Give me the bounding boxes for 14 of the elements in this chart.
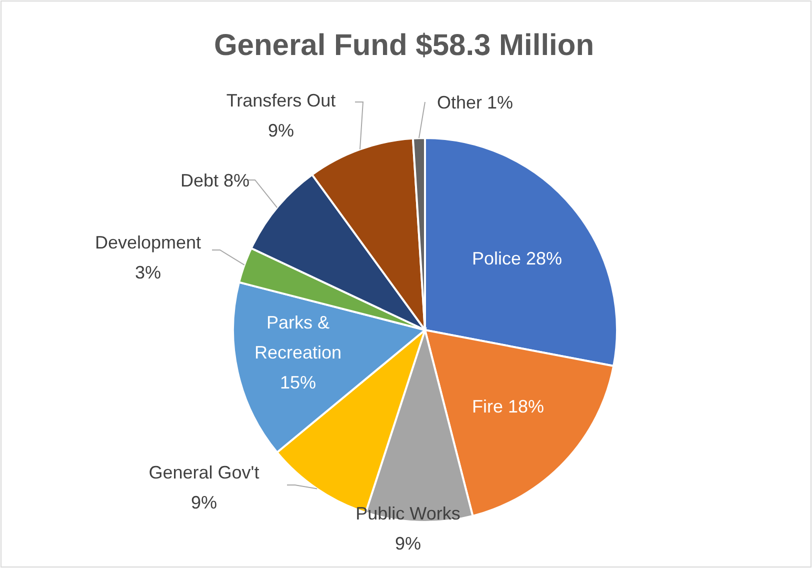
slice-label: General Gov't — [148, 462, 260, 482]
data-label: 15% — [280, 372, 316, 392]
slice-label: Other 1% — [436, 92, 514, 112]
data-label: 9% — [394, 533, 422, 554]
slice-label: Police 28% — [472, 248, 562, 268]
data-label: 9% — [268, 120, 294, 140]
chart-title: General Fund $58.3 Million — [214, 28, 594, 62]
slice-label: Development — [94, 232, 202, 252]
slice-label: Parks & Recreation — [254, 312, 342, 362]
slice-label: Transfers Out — [226, 90, 336, 110]
slice-label: Fire 18% — [472, 396, 544, 416]
data-label: 9% — [190, 492, 218, 512]
data-label: 3% — [134, 262, 162, 282]
slice-label: Debt 8% — [180, 170, 250, 190]
